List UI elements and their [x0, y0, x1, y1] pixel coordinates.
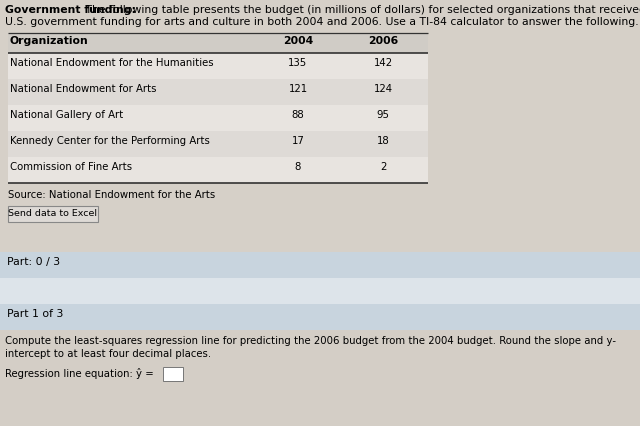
Bar	[163, 367, 183, 381]
Text: 142: 142	[373, 58, 392, 68]
Text: 2004: 2004	[283, 36, 313, 46]
Text: National Endowment for the Humanities: National Endowment for the Humanities	[10, 58, 214, 68]
Bar	[163, 367, 183, 381]
Bar	[8, 79, 428, 105]
Text: Organization: Organization	[10, 36, 89, 46]
Text: Compute the least-squares regression line for predicting the 2006 budget from th: Compute the least-squares regression lin…	[5, 336, 616, 346]
Text: 8: 8	[295, 162, 301, 172]
Bar	[8, 33, 428, 53]
Bar	[8, 131, 428, 157]
Text: 2: 2	[380, 162, 386, 172]
Text: Regression line equation: ŷ =: Regression line equation: ŷ =	[5, 368, 154, 379]
Text: Kennedy Center for the Performing Arts: Kennedy Center for the Performing Arts	[10, 136, 210, 146]
Bar	[0, 330, 640, 426]
Text: Part 1 of 3: Part 1 of 3	[7, 309, 63, 319]
Text: 135: 135	[289, 58, 308, 68]
Bar	[8, 105, 428, 131]
Bar	[8, 157, 428, 183]
Text: U.S. government funding for arts and culture in both 2004 and 2006. Use a TI-84 : U.S. government funding for arts and cul…	[5, 17, 639, 27]
Bar	[0, 0, 640, 252]
Text: 18: 18	[376, 136, 389, 146]
Text: intercept to at least four decimal places.: intercept to at least four decimal place…	[5, 349, 211, 359]
Bar	[0, 252, 640, 278]
Text: 17: 17	[292, 136, 305, 146]
Text: Source: National Endowment for the Arts: Source: National Endowment for the Arts	[8, 190, 215, 200]
Bar	[8, 206, 98, 222]
Bar	[8, 206, 98, 222]
Text: Part: 0 / 3: Part: 0 / 3	[7, 257, 60, 267]
Bar	[8, 53, 428, 79]
Text: National Endowment for Arts: National Endowment for Arts	[10, 84, 157, 94]
Text: 124: 124	[373, 84, 392, 94]
Text: 121: 121	[289, 84, 308, 94]
Text: 95: 95	[376, 110, 390, 120]
Text: Commission of Fine Arts: Commission of Fine Arts	[10, 162, 132, 172]
Text: 88: 88	[292, 110, 305, 120]
Bar	[0, 304, 640, 330]
Text: The following table presents the budget (in millions of dollars) for selected or: The following table presents the budget …	[82, 5, 640, 15]
Text: 2006: 2006	[368, 36, 398, 46]
Text: Send data to Excel: Send data to Excel	[8, 209, 97, 218]
Text: National Gallery of Art: National Gallery of Art	[10, 110, 124, 120]
Bar	[0, 278, 640, 304]
Text: Government funding:: Government funding:	[5, 5, 136, 15]
